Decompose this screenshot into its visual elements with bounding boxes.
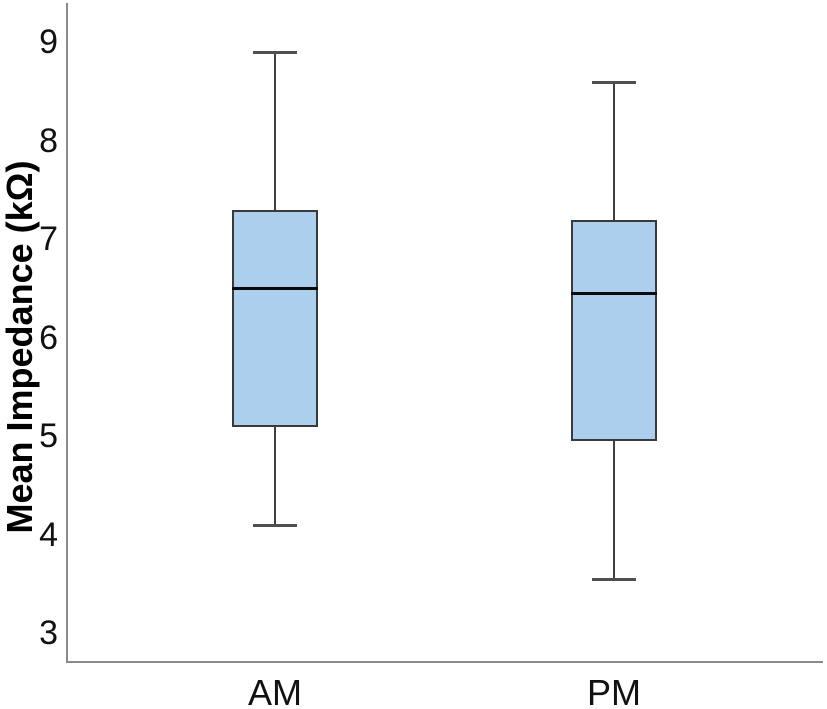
iqr-box-AM [232,209,318,427]
lower-whisker-cap-PM [592,578,636,582]
y-tick-label-4: 4 [39,515,58,554]
upper-whisker-cap-PM [592,80,636,84]
x-category-label-AM: AM [248,672,302,709]
y-axis-line [66,3,68,663]
y-tick-label-3: 3 [39,614,58,653]
y-tick-label-7: 7 [39,220,58,259]
y-tick-label-6: 6 [39,318,58,357]
y-tick-label-5: 5 [39,417,58,456]
median-line-AM [232,287,318,291]
x-axis-line [66,661,823,663]
median-line-PM [571,292,657,296]
upper-whisker-cap-AM [253,51,297,55]
iqr-box-PM [571,219,657,442]
lower-whisker-cap-AM [253,524,297,528]
y-tick-label-9: 9 [39,23,58,62]
x-category-label-PM: PM [587,672,641,709]
y-tick-label-8: 8 [39,121,58,160]
